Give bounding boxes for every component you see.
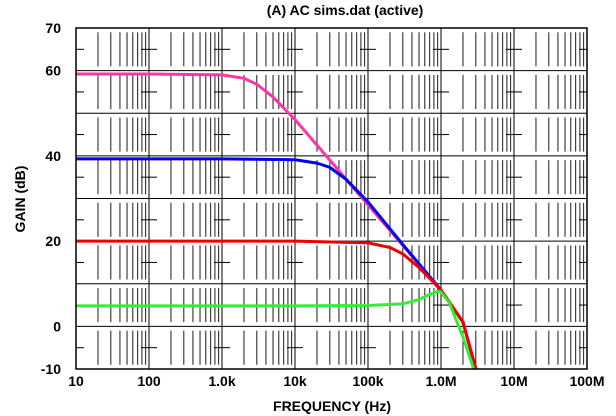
x-tick-label: 1.0k bbox=[208, 373, 235, 389]
chart-title: (A) AC sims.dat (active) bbox=[267, 2, 424, 18]
y-tick-label: 40 bbox=[45, 148, 61, 164]
y-axis-label: GAIN (dB) bbox=[12, 166, 28, 233]
x-tick-label: 10 bbox=[68, 373, 84, 389]
plot-grid bbox=[75, 27, 588, 370]
x-tick-label: 1.0M bbox=[425, 373, 456, 389]
plot-frame bbox=[75, 27, 588, 370]
y-tick-label: -10 bbox=[41, 361, 61, 377]
x-tick-label: 100k bbox=[352, 373, 383, 389]
y-tick-label: 0 bbox=[53, 318, 61, 334]
x-axis-label: FREQUENCY (Hz) bbox=[273, 398, 391, 414]
x-tick-label: 10k bbox=[283, 373, 307, 389]
plot-series bbox=[76, 72, 478, 369]
y-tick-label: 70 bbox=[45, 20, 61, 36]
series-line-1 bbox=[76, 72, 478, 369]
y-tick-label: 60 bbox=[45, 63, 61, 79]
x-tick-label: 100M bbox=[569, 373, 604, 389]
x-tick-label: 10M bbox=[500, 373, 527, 389]
y-tick-label: 20 bbox=[45, 233, 61, 249]
series-line-4 bbox=[76, 289, 476, 369]
x-tick-labels: 10 100 1.0k 10k 100k 1.0M 10M 100M bbox=[68, 373, 604, 389]
x-tick-label: 100 bbox=[137, 373, 161, 389]
y-tick-labels: 70 60 40 20 0 -10 bbox=[41, 20, 61, 377]
